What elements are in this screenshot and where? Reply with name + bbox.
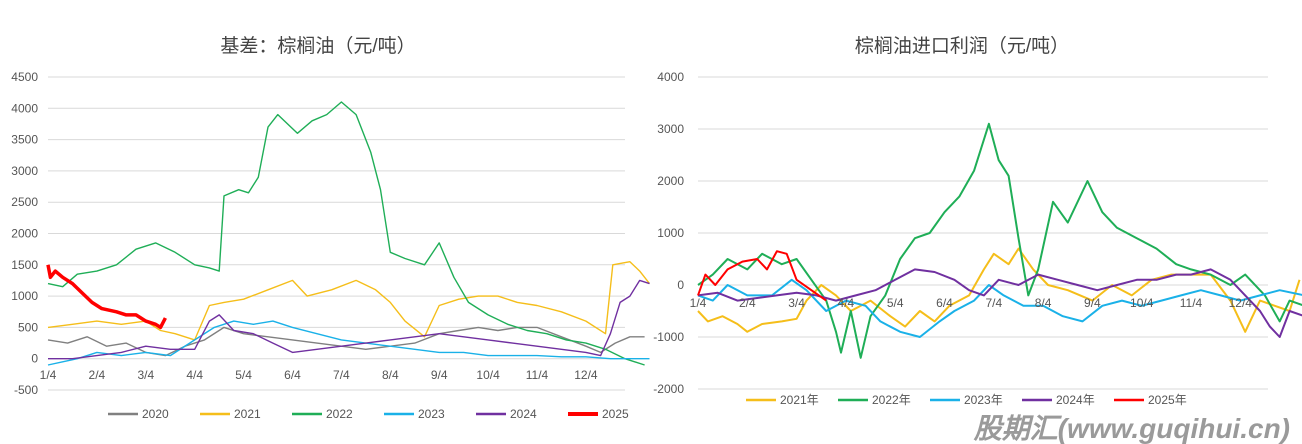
right-chart: -2000 -1000 0 1000 2000 3000 4000 2021年 2022年 202… <box>653 70 1302 407</box>
series-line-2021 <box>47 261 651 341</box>
legend-label: 2022 <box>326 407 353 421</box>
y-tick-label: -1000 <box>653 330 684 344</box>
y-tick-label: 3000 <box>657 122 684 136</box>
y-tick-label: 1000 <box>657 226 684 240</box>
series-line-2023年 <box>697 278 1302 338</box>
y-tick-label: 1500 <box>11 258 38 272</box>
y-tick-label: 4000 <box>657 70 684 84</box>
legend-label: 2020 <box>142 407 169 421</box>
series-line-2024年 <box>697 268 1302 338</box>
y-tick-label: 500 <box>18 320 38 334</box>
y-tick-label: 2000 <box>657 174 684 188</box>
y-tick-label: 0 <box>31 352 38 366</box>
x-tick-label: 7/4 <box>333 368 350 382</box>
series-line-2022年 <box>697 122 1302 359</box>
series-line-2022 <box>47 101 645 366</box>
x-tick-label: 12/4 <box>1229 296 1253 310</box>
x-tick-label: 1/4 <box>690 296 707 310</box>
x-tick-label: 3/4 <box>137 368 154 382</box>
y-tick-label: 3000 <box>11 164 38 178</box>
x-tick-label: 2/4 <box>89 368 106 382</box>
x-tick-label: 9/4 <box>431 368 448 382</box>
y-tick-label: 4000 <box>11 101 38 115</box>
x-tick-label: 6/4 <box>936 296 953 310</box>
series-line-2020 <box>47 326 645 357</box>
y-tick-label: 1000 <box>11 289 38 303</box>
x-tick-label: 7/4 <box>985 296 1002 310</box>
y-tick-label: 2000 <box>11 227 38 241</box>
y-tick-label: 4500 <box>11 70 38 84</box>
left-chart-title: 基差：棕榈油（元/吨） <box>220 35 415 57</box>
x-tick-label: 8/4 <box>382 368 399 382</box>
legend-label: 2023 <box>418 407 445 421</box>
x-tick-label: 12/4 <box>574 368 598 382</box>
legend-label: 2024 <box>510 407 537 421</box>
legend-label: 2022年 <box>872 393 911 407</box>
y-tick-label: -500 <box>14 383 38 397</box>
y-tick-label: 3500 <box>11 133 38 147</box>
x-tick-label: 3/4 <box>788 296 805 310</box>
legend-label: 2023年 <box>964 393 1003 407</box>
x-tick-label: 11/4 <box>1180 296 1203 310</box>
series-line-2023 <box>47 320 650 366</box>
legend-label: 2021 <box>234 407 261 421</box>
legend-label: 2025年 <box>1148 393 1187 407</box>
x-tick-label: 10/4 <box>1130 296 1154 310</box>
x-tick-label: 4/4 <box>186 368 203 382</box>
x-tick-label: 9/4 <box>1084 296 1101 310</box>
legend-label: 2024年 <box>1056 393 1095 407</box>
series-line-2025 <box>46 264 167 330</box>
legend-label: 2021年 <box>780 393 819 407</box>
x-tick-label: 8/4 <box>1035 296 1052 310</box>
legend-label: 2025 <box>602 407 629 421</box>
x-tick-label: 11/4 <box>526 368 549 382</box>
x-tick-label: 5/4 <box>887 296 904 310</box>
x-tick-label: 2/4 <box>739 296 756 310</box>
right-chart-title: 棕榈油进口利润（元/吨） <box>855 35 1069 57</box>
watermark: 股期汇(www.guqihui.cn) <box>973 413 1290 444</box>
left-chart: -500 0 500 1000 1500 2000 2500 3000 3500 4000 4500… <box>11 70 651 421</box>
x-tick-label: 5/4 <box>235 368 252 382</box>
series-line-2024 <box>48 279 650 360</box>
series-line-2021年 <box>697 247 1301 333</box>
series-line-2025年 <box>697 250 827 302</box>
x-tick-label: 6/4 <box>284 368 301 382</box>
y-tick-label: 2500 <box>11 195 38 209</box>
x-tick-label: 4/4 <box>838 296 855 310</box>
x-tick-label: 10/4 <box>476 368 500 382</box>
x-tick-label: 1/4 <box>40 368 57 382</box>
y-tick-label: -2000 <box>653 382 684 396</box>
y-tick-label: 0 <box>677 278 684 292</box>
